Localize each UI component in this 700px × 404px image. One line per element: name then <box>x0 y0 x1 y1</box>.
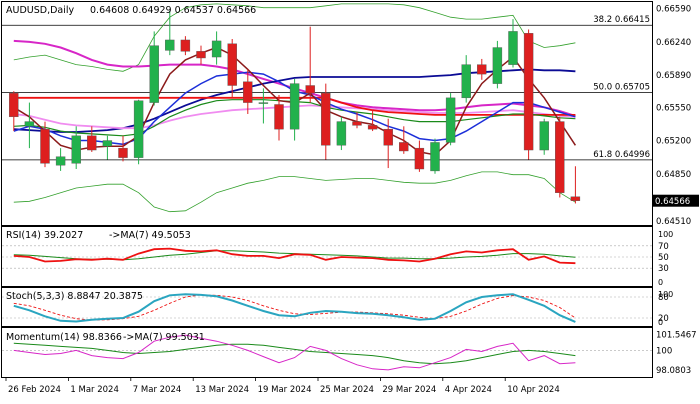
price-panel: 38.2 0.66415 50.0 0.65705 61.8 0.64996 0.66… <box>2 3 699 227</box>
bollinger-lower-line <box>13 171 576 213</box>
rsi-title: RSI(14) 39.2027 <box>6 230 83 241</box>
candle-body <box>87 135 97 151</box>
momentum-panel: 101.5467 100 98.0803 <box>2 331 697 376</box>
candle-body <box>508 31 518 65</box>
candle-body <box>40 128 50 164</box>
bollinger-upper-line <box>13 3 576 72</box>
candle-body <box>24 121 35 127</box>
rsi-ma-label: ->MA(7) 49.5053 <box>109 230 191 241</box>
candle-body <box>71 135 81 164</box>
x-axis-tick-label: 1 Mar 2024 <box>70 385 118 395</box>
x-axis-tick-label: 26 Feb 2024 <box>8 385 61 395</box>
candle-body <box>367 125 378 130</box>
candle-body <box>102 140 113 147</box>
fib-level-label: 38.2 0.66415 <box>593 15 650 25</box>
stoch-panel: 80 20 100 0 <box>2 290 673 327</box>
candle-body <box>414 147 425 170</box>
candle-body <box>180 39 191 52</box>
price-axis-tick-label: 0.66240 <box>656 38 691 48</box>
x-axis-tick-label: 25 Mar 2024 <box>320 385 374 395</box>
stoch-axis-tick-label: 80 <box>658 293 669 303</box>
rsi-axis-tick-label: 30 <box>658 264 669 274</box>
price-axis-tick-label: 0.64850 <box>656 170 691 180</box>
stoch-axis-bottom-label: 0 <box>658 318 663 327</box>
candle-body <box>336 121 347 146</box>
candle-body <box>165 39 175 51</box>
rsi-line <box>13 247 576 265</box>
candle-body <box>523 33 534 151</box>
rsi-panel-frame <box>1 226 653 287</box>
candle-body <box>555 121 565 193</box>
candle-body <box>55 156 66 166</box>
rsi-axis-top-label: 100 <box>658 230 673 239</box>
candle-body <box>477 64 487 75</box>
momentum-axis-tick-label: 98.0803 <box>656 366 691 376</box>
candle-body <box>118 147 128 158</box>
price-axis-tick-label: 0.65890 <box>656 71 691 81</box>
stoch-d-line <box>13 294 576 321</box>
candle-body <box>274 104 284 130</box>
fib-level-label: 61.8 0.64996 <box>593 150 650 160</box>
price-panel-frame <box>1 1 653 226</box>
chart-ohlc-values: 0.64608 0.64929 0.64537 0.64566 <box>90 5 256 16</box>
current-price-tag <box>653 194 699 207</box>
price-axis-tick-label: 0.65200 <box>656 137 691 147</box>
candle-body <box>321 92 331 146</box>
x-axis-tick-label: 4 Apr 2024 <box>445 385 492 395</box>
candle-body <box>383 128 393 146</box>
x-axis-tick-label: 19 Mar 2024 <box>258 385 312 395</box>
price-axis-bottom-label: 0.64510 <box>656 217 691 227</box>
candle-body <box>445 97 456 143</box>
x-axis-tick-label: 29 Mar 2024 <box>382 385 436 395</box>
stoch-axis-top-label: 100 <box>658 290 673 299</box>
rsi-axis-tick-label: 50 <box>658 253 669 263</box>
momentum-axis-tick-label: 101.5467 <box>656 331 697 341</box>
price-axis-tick-label: 0.66590 <box>656 5 691 15</box>
stoch-k-line <box>13 293 576 323</box>
stoch-title: Stoch(5,3,3) 8.8847 20.3875 <box>6 291 143 302</box>
price-axis-tick-label: 0.65550 <box>656 103 691 113</box>
x-axis-tick-label: 13 Mar 2024 <box>195 385 249 395</box>
candle-body <box>227 43 237 86</box>
candle-body <box>461 64 471 99</box>
momentum-axis-tick-label: 100 <box>656 346 672 356</box>
rsi-axis-tick-label: 70 <box>658 242 669 252</box>
candle-body <box>9 92 19 118</box>
x-axis: 26 Feb 2024 1 Mar 2024 7 Mar 2024 13 Mar 20… <box>5 378 560 395</box>
momentum-line <box>13 334 576 371</box>
candle-body <box>211 40 222 58</box>
stoch-axis-tick-label: 20 <box>658 314 669 324</box>
candle-body <box>133 100 144 158</box>
candle-body <box>492 47 503 84</box>
momentum-title: Momentum(14) 98.8366 <box>6 332 122 343</box>
candle-body <box>305 85 315 94</box>
candle-body <box>399 142 409 152</box>
candle-body <box>243 81 253 103</box>
x-axis-tick-label: 10 Apr 2024 <box>507 385 560 395</box>
rsi-ma-line <box>13 250 576 261</box>
candle-body <box>289 83 300 130</box>
candle-body <box>570 196 581 201</box>
x-axis-tick-label: 7 Mar 2024 <box>133 385 181 395</box>
stoch-panel-frame <box>1 287 653 327</box>
candle-body <box>430 142 440 172</box>
candle-body <box>539 121 549 151</box>
momentum-ma-label: ->MA(7) 99.5031 <box>123 332 205 343</box>
candle-body <box>258 102 269 104</box>
chart-symbol-title: AUDUSD,Daily <box>6 5 75 16</box>
candle-body <box>352 121 362 126</box>
fib-level-label: 50.0 0.65705 <box>593 83 650 93</box>
momentum-ma-line <box>13 342 576 365</box>
momentum-panel-frame <box>1 327 653 378</box>
candle-body <box>149 45 159 103</box>
current-price-label: 0.64566 <box>655 197 690 207</box>
rsi-axis-bottom-label: 0 <box>658 278 663 287</box>
candle-body <box>196 51 206 59</box>
